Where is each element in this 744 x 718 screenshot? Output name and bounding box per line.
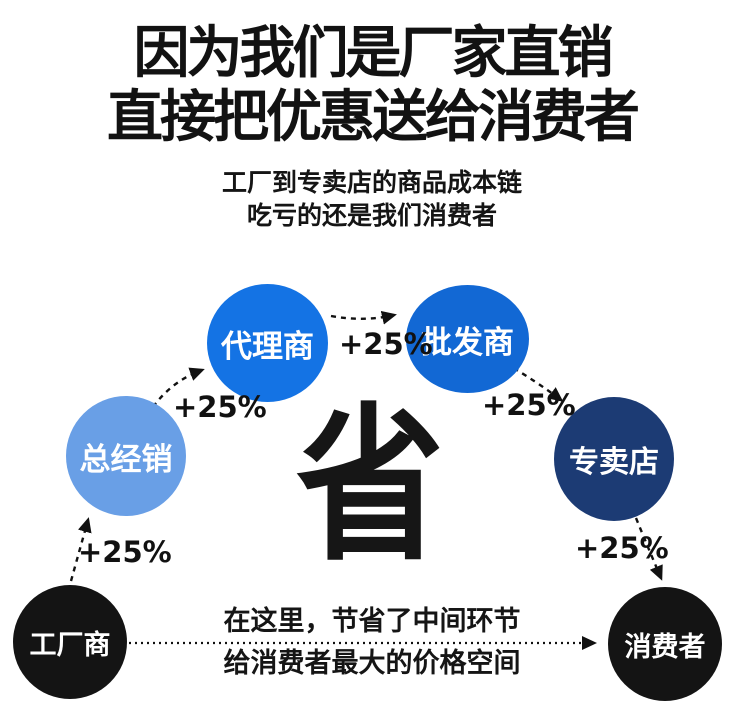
node-wholesaler-label: 批发商	[421, 324, 514, 361]
headline-line2: 直接把优惠送给消费者	[107, 85, 640, 150]
save-character: 省	[296, 388, 444, 584]
subtitle-line1: 工厂到专卖店的商品成本链	[221, 168, 522, 197]
node-exclusive-store: 专卖店	[554, 397, 674, 521]
headline: 因为我们是厂家直销 直接把优惠送给消费者	[0, 22, 744, 150]
arrow-agent-to-wholesaler	[330, 310, 397, 325]
node-factory: 工厂商	[13, 585, 127, 699]
markup-label-store-consumer: +25%	[575, 531, 669, 565]
node-agent: 代理商	[207, 284, 328, 402]
markup-label-factory-general: +25%	[78, 535, 172, 569]
subtitle: 工厂到专卖店的商品成本链 吃亏的还是我们消费者	[0, 166, 744, 232]
node-general-distributor-label: 总经销	[79, 441, 173, 478]
footer: 在这里，节省了中间环节 给消费者最大的价格空间	[0, 601, 744, 685]
markup-label-general-agent: +25%	[173, 390, 267, 424]
footer-line2: 给消费者最大的价格空间	[223, 648, 521, 679]
node-agent-label: 代理商	[221, 328, 314, 365]
node-consumer: 消费者	[608, 587, 722, 701]
node-wholesaler: 批发商	[406, 285, 529, 393]
markup-label-agent-wholesaler: +25%	[339, 327, 433, 361]
node-consumer-label: 消费者	[624, 631, 706, 663]
node-factory-label: 工厂商	[29, 629, 111, 661]
markup-label-wholesaler-store: +25%	[482, 388, 576, 422]
node-general-distributor: 总经销	[66, 396, 186, 516]
headline-line1: 因为我们是厂家直销	[133, 21, 614, 86]
node-exclusive-store-label: 专卖店	[569, 445, 659, 480]
subtitle-line2: 吃亏的还是我们消费者	[246, 201, 497, 230]
footer-line1: 在这里，节省了中间环节	[223, 606, 521, 637]
